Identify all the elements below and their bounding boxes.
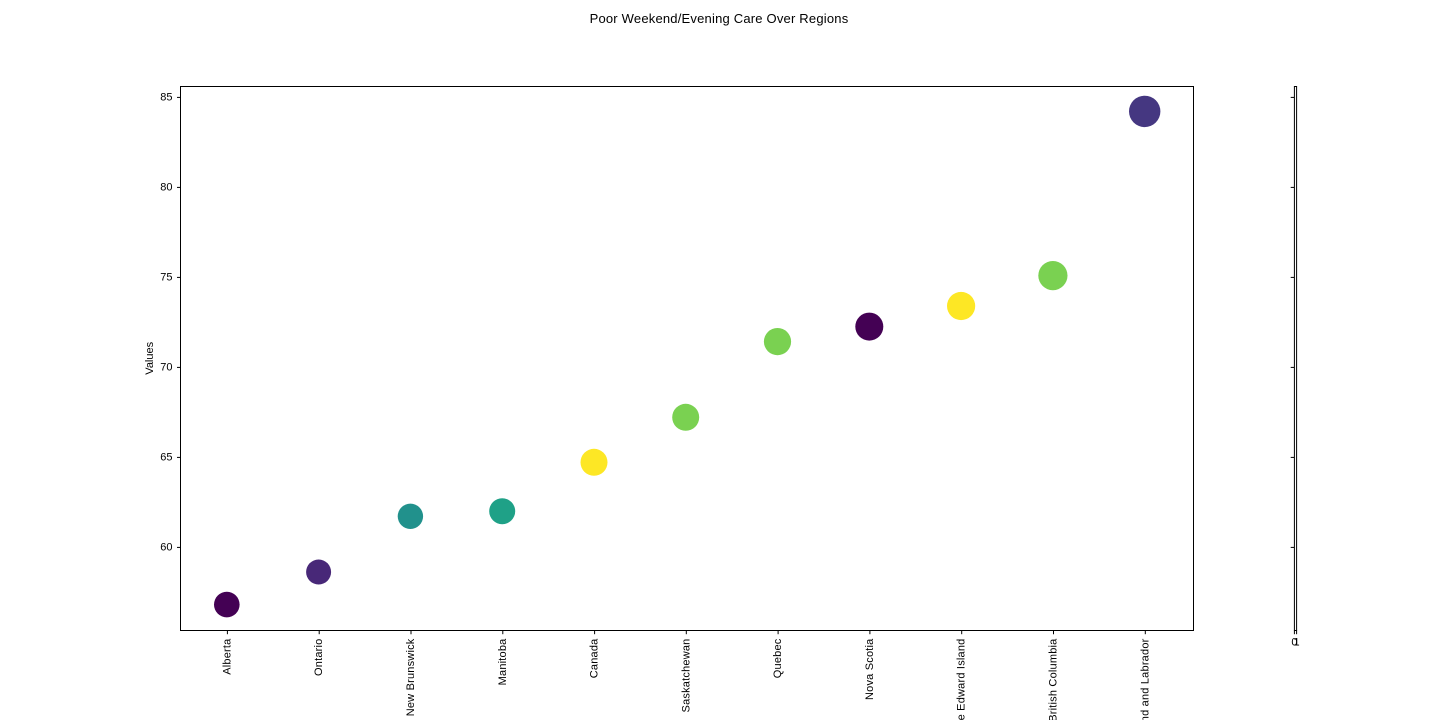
svg-text:Poor Weekend/Evening Care Over: Poor Weekend/Evening Care Over Regions xyxy=(590,11,849,26)
svg-text:60: 60 xyxy=(160,541,172,553)
svg-text:Quebec: Quebec xyxy=(772,638,784,678)
svg-text:85: 85 xyxy=(160,91,172,103)
svg-text:75: 75 xyxy=(160,271,172,283)
svg-text:65: 65 xyxy=(160,451,172,463)
svg-text:Alberta: Alberta xyxy=(221,638,233,675)
svg-text:1: 1 xyxy=(1294,637,1300,649)
svg-text:Ontario: Ontario xyxy=(313,639,325,676)
svg-text:Saskatchewan: Saskatchewan xyxy=(680,639,692,713)
svg-text:Newfoundland and Labrador: Newfoundland and Labrador xyxy=(1139,638,1151,720)
svg-text:Nova Scotia: Nova Scotia xyxy=(864,638,876,700)
svg-text:Values: Values xyxy=(144,341,156,374)
svg-text:New Brunswick: New Brunswick xyxy=(405,638,417,716)
svg-text:Prince Edward Island: Prince Edward Island xyxy=(956,639,968,720)
svg-text:British Columbia: British Columbia xyxy=(1048,638,1060,720)
svg-text:0: 0 xyxy=(1291,637,1297,649)
svg-text:80: 80 xyxy=(160,181,172,193)
svg-text:70: 70 xyxy=(160,361,172,373)
svg-text:Manitoba: Manitoba xyxy=(497,638,509,686)
svg-text:Canada: Canada xyxy=(589,638,601,678)
